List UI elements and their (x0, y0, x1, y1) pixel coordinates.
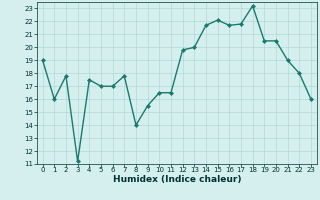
X-axis label: Humidex (Indice chaleur): Humidex (Indice chaleur) (113, 175, 241, 184)
